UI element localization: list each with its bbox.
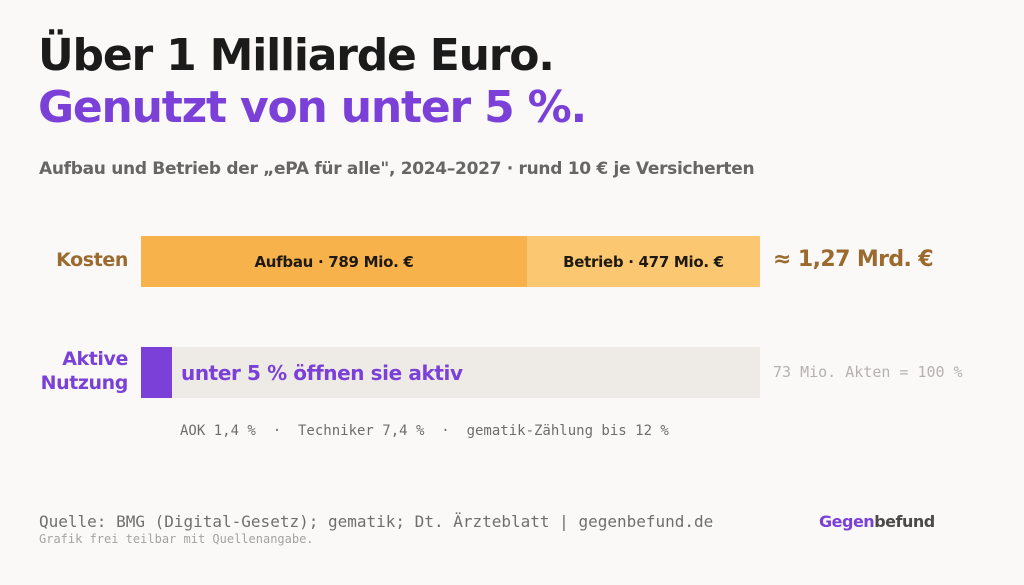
brand-logo-part2: befund <box>874 512 935 531</box>
usage-bar-track: unter 5 % öffnen sie aktiv <box>141 347 760 398</box>
segment-label-aufbau: Aufbau · 789 Mio. € <box>254 252 414 271</box>
brand-logo: Gegenbefund <box>819 511 935 533</box>
cost-bar: Aufbau · 789 Mio. € Betrieb · 477 Mio. € <box>141 236 760 287</box>
usage-reference-label: 73 Mio. Akten = 100 % <box>773 363 963 381</box>
cost-total-label: ≈ 1,27 Mrd. € <box>773 247 934 272</box>
chart-title-highlight: Genutzt von unter 5 %. <box>38 82 587 133</box>
usage-bar-label: unter 5 % öffnen sie aktiv <box>181 360 463 385</box>
usage-breakdown-label: AOK 1,4 % · Techniker 7,4 % · gematik-Zä… <box>180 423 669 439</box>
segment-label-betrieb: Betrieb · 477 Mio. € <box>563 252 724 271</box>
usage-bar-fill <box>141 347 172 398</box>
bar-segment-aufbau: Aufbau · 789 Mio. € <box>141 236 527 287</box>
usage-row-label-line1: Aktive <box>62 348 128 370</box>
source-note: Quelle: BMG (Digital-Gesetz); gematik; D… <box>39 512 714 531</box>
bar-segment-betrieb: Betrieb · 477 Mio. € <box>527 236 760 287</box>
chart-title: Über 1 Milliarde Euro. <box>38 30 555 81</box>
usage-row-label-line2: Nutzung <box>40 372 129 394</box>
brand-logo-part1: Gegen <box>819 512 875 531</box>
usage-row-label: Aktive Nutzung <box>40 347 129 395</box>
share-note: Grafik frei teilbar mit Quellenangabe. <box>39 532 314 546</box>
cost-row-label: Kosten <box>56 249 128 271</box>
chart-subtitle: Aufbau und Betrieb der „ePA für alle", 2… <box>39 159 755 179</box>
